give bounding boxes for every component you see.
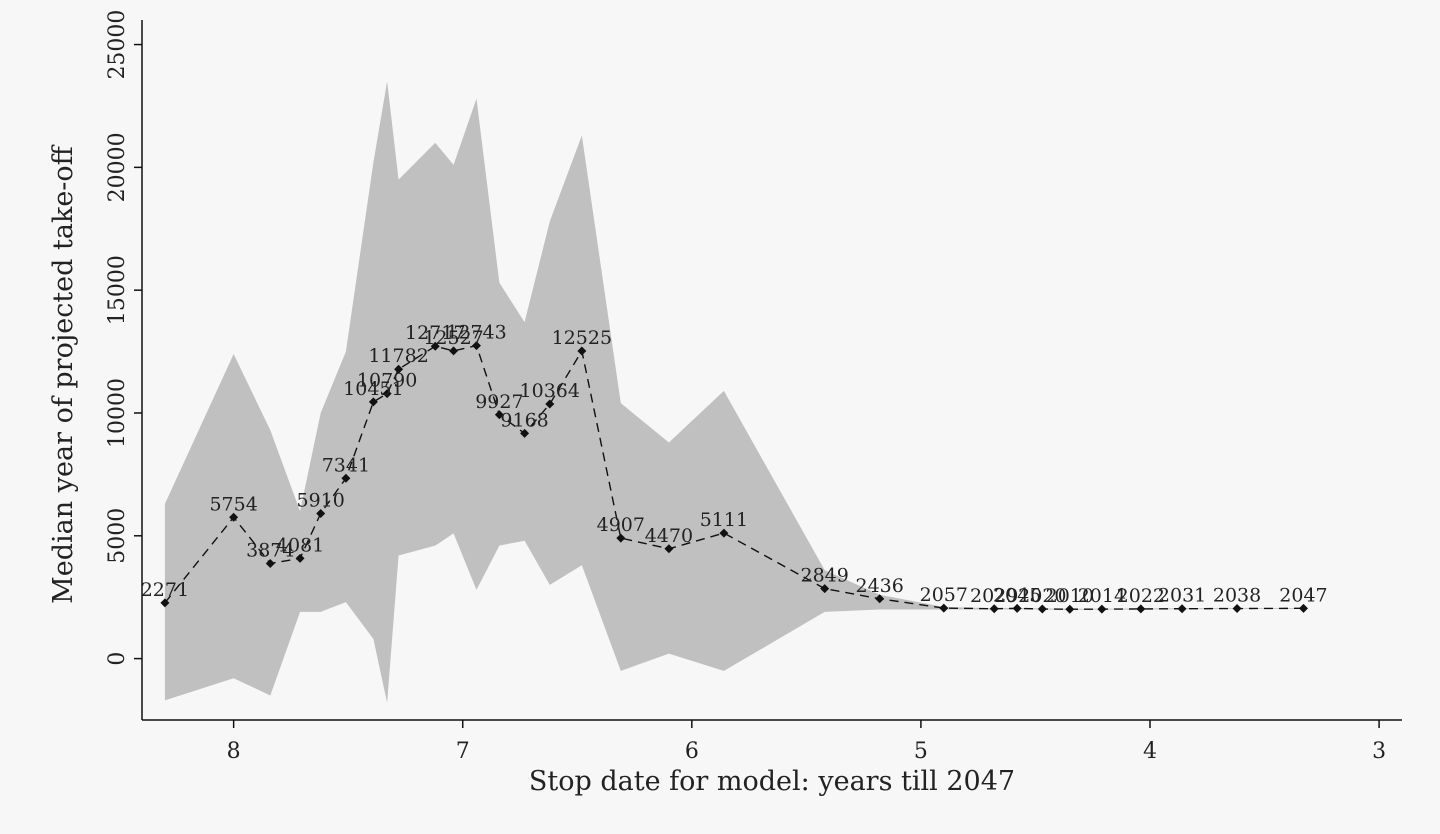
confidence-band [164, 81, 1304, 703]
x-tick-label: 5 [914, 739, 928, 764]
data-point [316, 508, 326, 518]
data-label: 7341 [322, 454, 370, 476]
data-label: 2436 [855, 575, 903, 597]
data-point [1232, 604, 1242, 614]
y-tick-label: 10000 [105, 378, 130, 448]
data-label: 4081 [276, 534, 324, 556]
data-label: 2014 [1078, 585, 1126, 607]
data-point [719, 528, 729, 538]
data-label: 3874 [246, 539, 294, 561]
data-label: 5111 [700, 509, 748, 531]
data-point [664, 544, 674, 554]
data-point [545, 399, 555, 409]
y-axis-title: Median year of projected take-off [48, 144, 79, 604]
data-point [341, 473, 351, 483]
data-point [265, 558, 275, 568]
data-label: 12717 [405, 322, 465, 344]
data-point [1177, 604, 1187, 614]
data-point [577, 346, 587, 356]
data-point [1012, 603, 1022, 613]
data-label: 4907 [597, 514, 645, 536]
data-label: 2020 [1018, 585, 1066, 607]
data-point [430, 341, 440, 351]
data-point [449, 346, 459, 356]
data-label: 2047 [1279, 584, 1327, 606]
data-point [1097, 604, 1107, 614]
data-point [989, 604, 999, 614]
data-label: 2038 [1213, 585, 1261, 607]
y-tick-label: 25000 [105, 10, 130, 80]
data-label: 12525 [552, 327, 612, 349]
data-label: 2029 [970, 585, 1018, 607]
data-point [471, 341, 481, 351]
y-tick-label: 0 [105, 652, 130, 666]
data-point [616, 533, 626, 543]
data-point [1136, 604, 1146, 614]
y-tick-label: 5000 [105, 508, 130, 564]
data-point [160, 598, 170, 608]
data-point [1298, 603, 1308, 613]
data-label: 5754 [209, 493, 257, 515]
data-label: 2010 [1046, 585, 1094, 607]
data-labels-layer: 2271575438744081591073411045110790117821… [141, 322, 1328, 608]
data-label: 2849 [801, 565, 849, 587]
y-tick-label: 15000 [105, 255, 130, 325]
data-label: 2057 [920, 584, 968, 606]
data-points-layer [160, 341, 1308, 614]
x-tick-label: 6 [685, 739, 699, 764]
data-label: 4470 [645, 525, 693, 547]
data-point [394, 364, 404, 374]
x-tick-label: 7 [456, 739, 470, 764]
data-label: 2022 [1117, 585, 1165, 607]
data-label: 10451 [343, 378, 403, 400]
data-label: 10790 [357, 370, 417, 392]
data-point [1065, 604, 1075, 614]
x-tick-label: 3 [1372, 739, 1386, 764]
data-label: 2271 [141, 579, 189, 601]
axes-layer: 0 5000 10000 15000 20000 25000 8 7 6 5 4 3 [105, 10, 1402, 764]
data-label: 9927 [475, 391, 523, 413]
data-label: 10364 [520, 380, 580, 402]
data-label: 11782 [368, 345, 428, 367]
data-label: 12743 [446, 322, 506, 344]
data-label: 9168 [500, 409, 548, 431]
data-point [875, 594, 885, 604]
x-axis-title: Stop date for model: years till 2047 [529, 766, 1015, 797]
data-point [520, 428, 530, 438]
data-label: 2045 [993, 584, 1041, 606]
data-point [382, 389, 392, 399]
data-label: 5910 [297, 489, 345, 511]
data-point [368, 397, 378, 407]
x-tick-label: 4 [1143, 739, 1157, 764]
data-point [494, 410, 504, 420]
data-point [229, 512, 239, 522]
data-label: 12527 [423, 327, 483, 349]
data-point [820, 584, 830, 594]
data-point [1037, 604, 1047, 614]
data-label: 2031 [1158, 585, 1206, 607]
data-point [939, 603, 949, 613]
confidence-band-layer [164, 81, 1304, 703]
x-tick-label: 8 [227, 739, 241, 764]
data-point [295, 553, 305, 563]
y-tick-label: 20000 [105, 132, 130, 202]
